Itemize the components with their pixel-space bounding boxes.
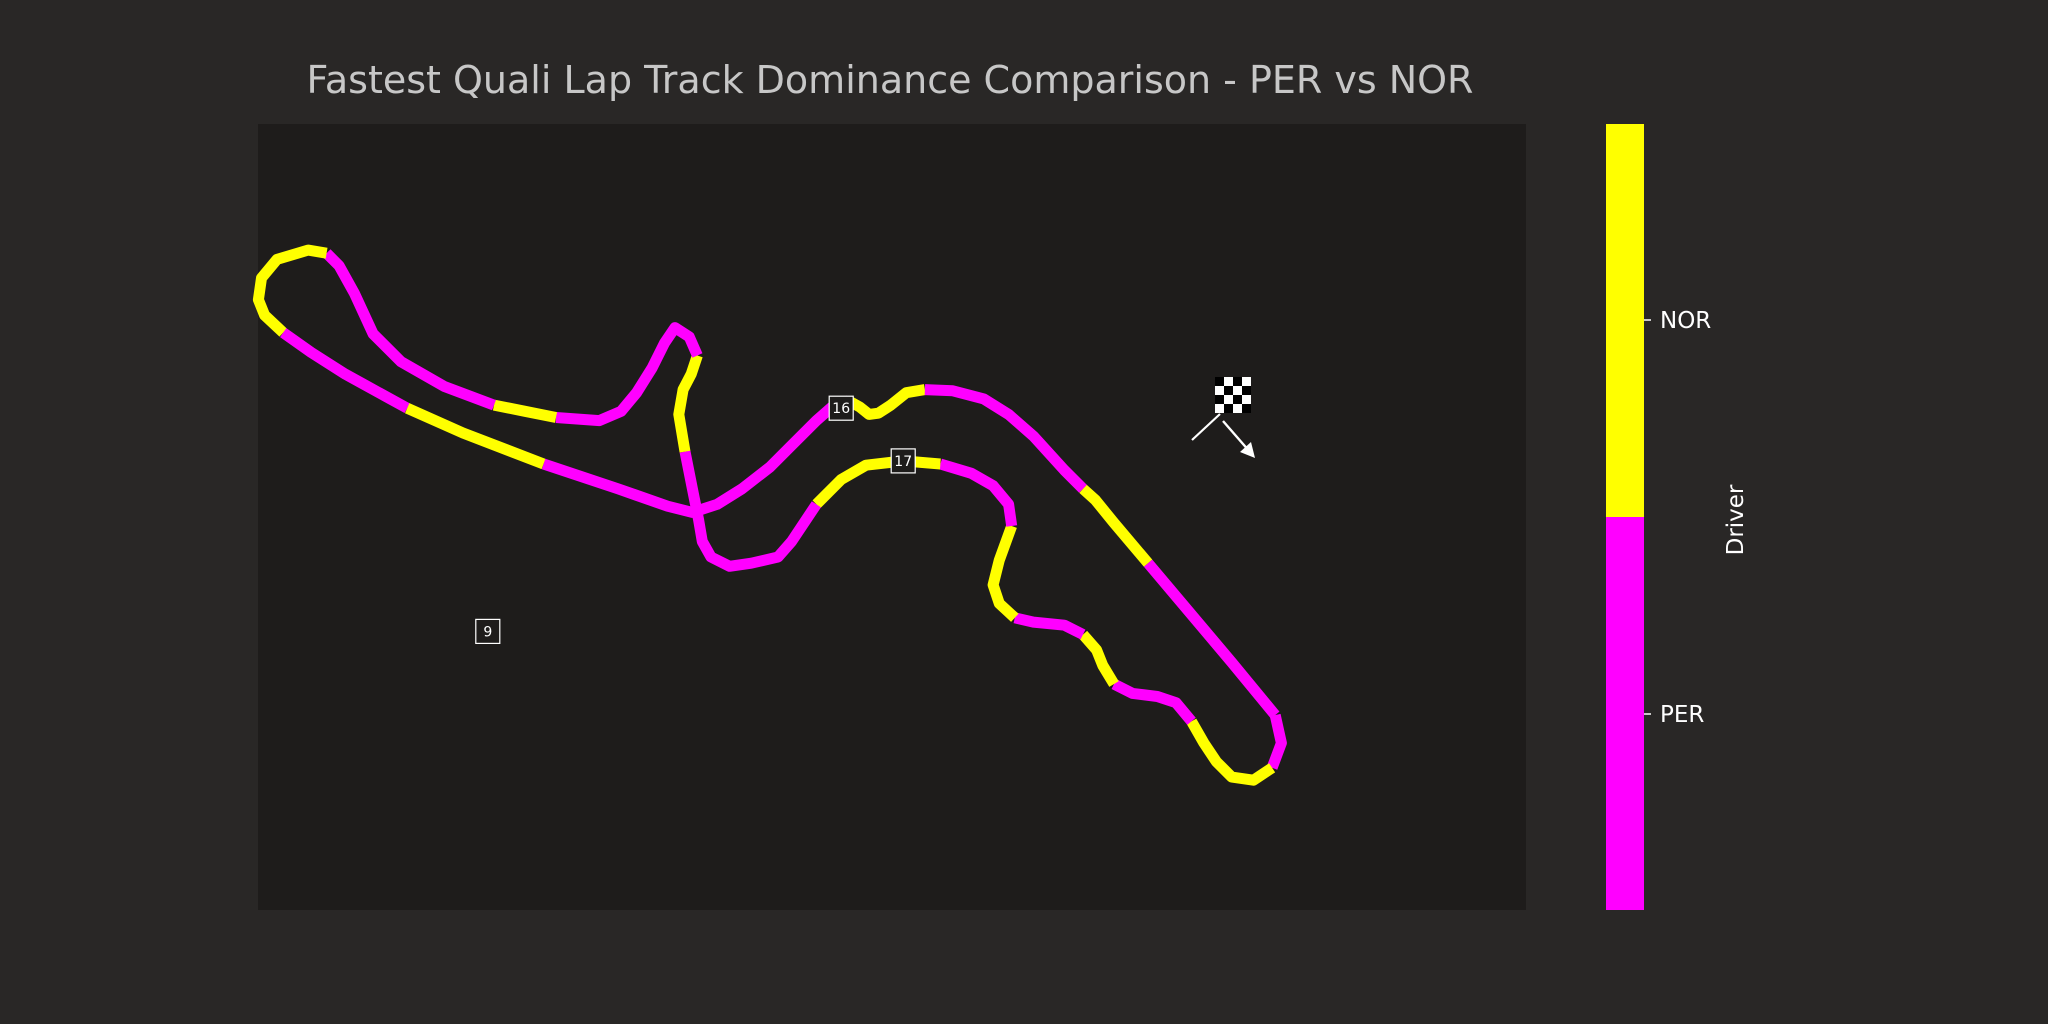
track-segment-per [938,458,1018,527]
track-layer [252,244,1287,786]
track-segment-per [1013,612,1086,640]
track-segment-nor [492,399,558,423]
chart-title: Fastest Quali Lap Track Dominance Compar… [307,58,1474,102]
colorbar-axis-label: Driver [1723,484,1749,555]
track-segment-nor [1186,718,1276,786]
track-segment-per [679,450,821,572]
start-finish-marker [1191,377,1255,458]
corner-label-9: 9 [475,618,501,645]
direction-arrow-icon [1222,420,1255,458]
track-segment-per [1111,679,1196,725]
track-segment-nor [845,384,926,420]
colorbar-nor-band [1606,124,1644,517]
track-segment-per [322,249,496,411]
corner-label-box [890,448,916,474]
corner-label-text: 16 [832,401,850,417]
track-segment-per [280,328,410,414]
start-line [1191,413,1221,441]
colorbar-tick-label-nor: NOR [1660,308,1711,334]
track-segment-per [555,322,703,427]
track-segment-nor [987,524,1019,622]
corner-label-16: 16 [828,395,854,421]
corner-label-box [828,395,854,421]
checkered-flag-icon [1215,377,1251,413]
track-segment-per [1266,713,1287,770]
track-segment-nor [1079,484,1153,567]
corner-label-17: 17 [890,448,916,474]
colorbar-tick-label-per: PER [1660,702,1704,728]
plot-area [258,124,1526,910]
corner-labels: 9 16 17 [475,395,916,645]
colorbar: NOR PER Driver [1606,124,1749,910]
track-segment-nor [673,353,703,453]
track-segment-per [541,395,851,518]
track-segment-nor [404,403,546,470]
corner-label-text: 9 [483,624,492,640]
track-segment-per [924,384,1087,493]
track-segment-nor [252,244,328,337]
track-segment-per [1143,559,1280,719]
track-segment-nor [1078,630,1119,687]
corner-label-box [475,618,501,645]
corner-label-text: 17 [894,454,912,470]
colorbar-per-band [1606,517,1644,910]
